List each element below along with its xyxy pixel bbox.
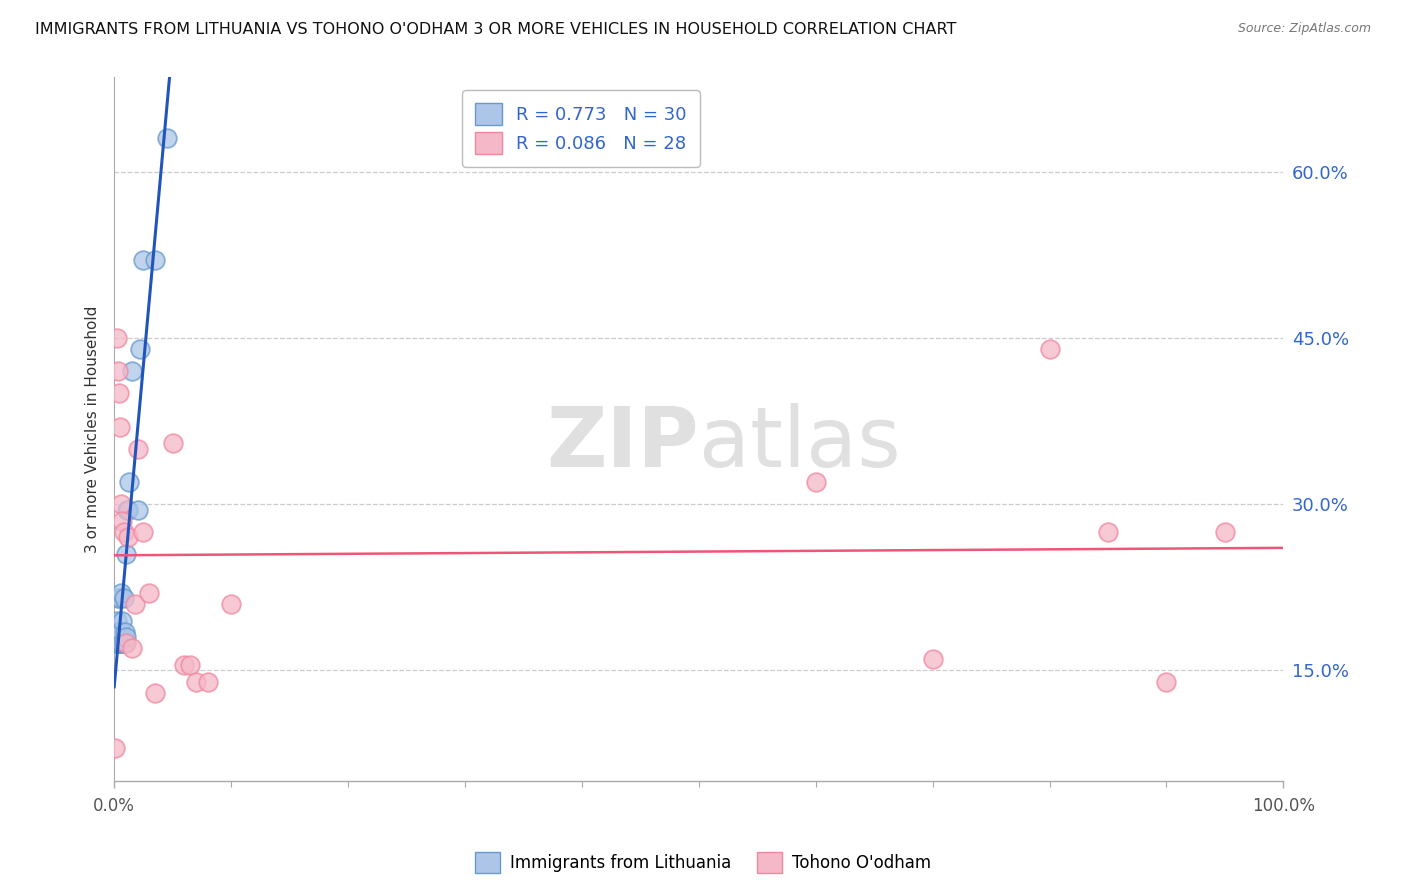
Point [110,497,132,511]
Point [108,636,131,650]
Point [1038,342,1060,356]
Point [104,636,127,650]
Point [197,674,219,689]
Point [108,624,131,639]
Point [124,597,146,611]
Point [115,630,138,644]
Point [112,524,135,539]
Point [114,636,136,650]
Point [132,253,155,268]
Point [108,591,131,606]
Legend: R = 0.773   N = 30, R = 0.086   N = 28: R = 0.773 N = 30, R = 0.086 N = 28 [463,90,700,167]
Point [107,636,129,650]
Point [162,436,184,450]
Point [138,586,160,600]
Point [118,475,141,489]
Point [108,636,131,650]
Point [127,502,149,516]
Point [129,342,152,356]
Point [156,131,179,145]
Point [1213,524,1236,539]
Point [112,591,135,606]
Point [108,386,131,401]
Point [804,475,827,489]
Point [104,741,127,756]
Y-axis label: 3 or more Vehicles in Household: 3 or more Vehicles in Household [86,306,100,553]
Point [105,624,128,639]
Point [184,674,207,689]
Point [111,614,134,628]
Text: ZIP: ZIP [547,403,699,484]
Point [105,614,128,628]
Text: Source: ZipAtlas.com: Source: ZipAtlas.com [1237,22,1371,36]
Point [107,364,129,378]
Point [105,331,128,345]
Point [173,657,195,672]
Point [179,657,201,672]
Point [107,591,129,606]
Point [1097,524,1119,539]
Point [921,652,943,666]
Text: atlas: atlas [699,403,900,484]
Point [115,547,138,561]
Point [115,502,138,516]
Point [108,419,131,434]
Point [117,531,139,545]
Point [121,641,143,656]
Point [112,636,135,650]
Point [110,624,132,639]
Point [127,442,149,456]
Point [110,636,132,650]
Point [143,685,166,699]
Point [143,253,166,268]
Point [121,364,143,378]
Legend: Immigrants from Lithuania, Tohono O'odham: Immigrants from Lithuania, Tohono O'odha… [468,846,938,880]
Point [114,624,136,639]
Point [111,514,134,528]
Text: IMMIGRANTS FROM LITHUANIA VS TOHONO O'ODHAM 3 OR MORE VEHICLES IN HOUSEHOLD CORR: IMMIGRANTS FROM LITHUANIA VS TOHONO O'OD… [35,22,956,37]
Point [108,624,131,639]
Point [110,586,132,600]
Point [132,524,155,539]
Point [111,636,134,650]
Point [219,597,242,611]
Point [1156,674,1178,689]
Point [117,502,139,516]
Point [115,636,138,650]
